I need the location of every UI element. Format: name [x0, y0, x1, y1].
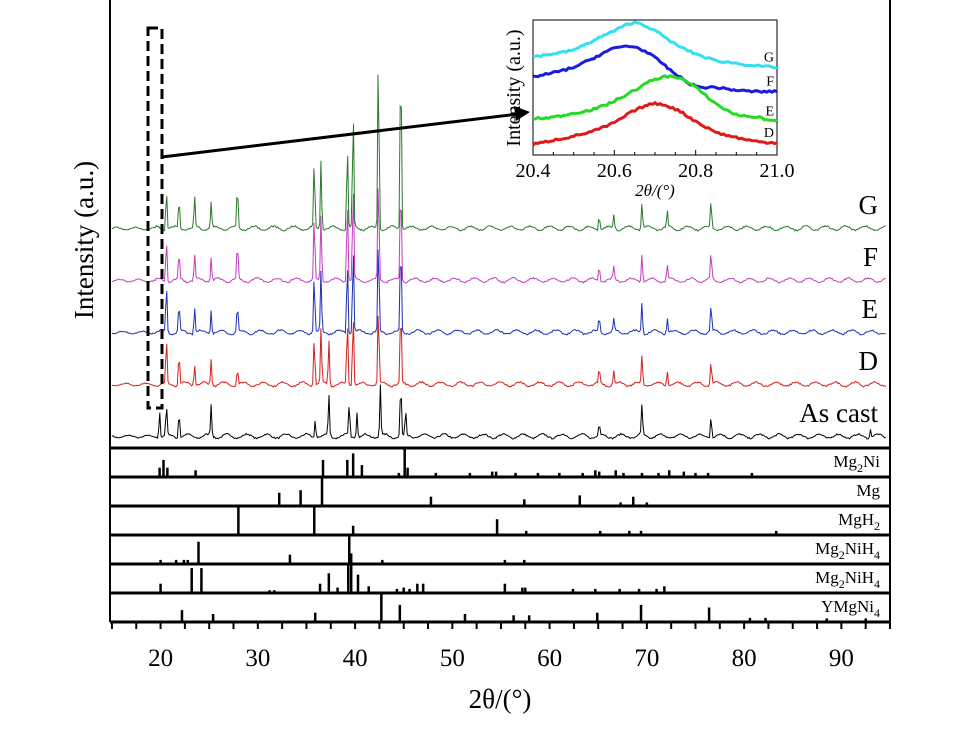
inset-line-d	[532, 100, 778, 147]
x-tick-label: 90	[829, 645, 854, 672]
pattern-line-e	[111, 249, 886, 336]
main-plot-frame	[109, 0, 891, 622]
pattern-label: G	[859, 190, 879, 220]
inset-plot: Intensity (a.u.) 2θ/(°) 20.4 20.6 20.8 21.0…	[503, 19, 795, 200]
pattern-line-as-cast	[111, 384, 886, 440]
inset-x-tick-label: 21.0	[760, 160, 795, 182]
pattern-line-f	[111, 188, 886, 284]
inset-series-label: D	[764, 126, 774, 141]
inset-x-tick-label: 20.6	[597, 160, 632, 182]
x-tick-label: 30	[245, 645, 270, 672]
pattern-label: F	[863, 242, 878, 272]
inset-x-axis-label: 2θ/(°)	[635, 181, 675, 200]
pattern-label: E	[862, 294, 879, 324]
inset-line-f	[532, 44, 778, 94]
inset-series-label: E	[765, 104, 774, 119]
x-tick-label: 50	[440, 645, 465, 672]
reference-phase-label: Mg	[856, 481, 880, 500]
inset-line-e	[532, 74, 778, 123]
reference-phase-label: MgH2	[838, 510, 880, 533]
x-tick-label: 80	[732, 645, 757, 672]
inset-frame	[532, 19, 778, 156]
inset-series-label: G	[764, 50, 774, 65]
y-axis-label: Intensity (a.u.)	[69, 161, 99, 319]
reference-phase-label: Mg2Ni	[833, 452, 880, 475]
pattern-label: D	[859, 346, 879, 376]
reference-phase-label: Mg2NiH4	[815, 539, 880, 562]
x-tick-label: 60	[537, 645, 562, 672]
inset-y-axis-label: Intensity (a.u.)	[503, 29, 525, 146]
inset-x-tick-label: 20.4	[516, 160, 551, 182]
inset-line-g	[532, 20, 778, 70]
x-axis-label: 2θ/(°)	[469, 684, 532, 714]
callout-arrowhead	[514, 106, 530, 121]
x-axis: 20 30 40 50 60 70 80 90	[110, 622, 891, 672]
inset-x-tick-label: 20.8	[678, 160, 713, 182]
zoom-callout	[146, 26, 530, 410]
inset-series-label: F	[766, 75, 774, 90]
x-tick-label: 70	[634, 645, 659, 672]
pattern-label: As cast	[799, 398, 878, 428]
pattern-line-d	[111, 315, 887, 388]
reference-phase-label: YMgNi4	[821, 597, 880, 620]
pattern-line-g	[111, 74, 886, 232]
x-tick-label: 20	[148, 645, 173, 672]
reference-phases: Mg2Ni Mg MgH2 Mg2NiH4 Mg2NiH4 YMgNi4	[110, 446, 890, 624]
callout-arrow-line	[161, 112, 519, 159]
reference-phase-label: Mg2NiH4	[815, 568, 880, 591]
x-tick-label: 40	[343, 645, 368, 672]
dashed-zoom-box	[146, 26, 164, 410]
